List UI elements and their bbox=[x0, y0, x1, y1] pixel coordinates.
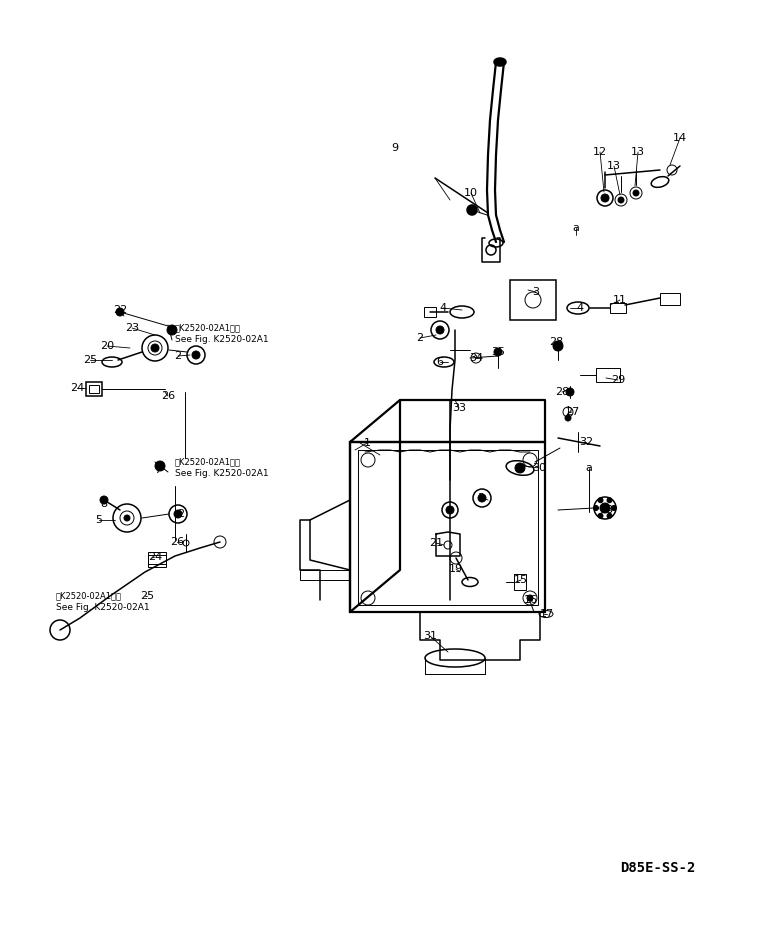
Text: 図K2520-02A1参照: 図K2520-02A1参照 bbox=[56, 592, 122, 600]
Text: 5: 5 bbox=[96, 515, 103, 525]
Bar bbox=[358, 450, 538, 605]
Circle shape bbox=[155, 461, 165, 471]
Text: 26: 26 bbox=[170, 537, 184, 547]
Bar bbox=[350, 442, 545, 612]
Text: 13: 13 bbox=[607, 161, 621, 171]
Text: 18: 18 bbox=[600, 505, 614, 515]
Text: 21: 21 bbox=[429, 538, 443, 548]
Bar bbox=[424, 307, 436, 317]
Text: 17: 17 bbox=[540, 609, 554, 619]
Circle shape bbox=[612, 505, 616, 511]
Bar bbox=[86, 382, 102, 396]
Text: 2: 2 bbox=[178, 509, 185, 519]
Text: See Fig. K2520-02A1: See Fig. K2520-02A1 bbox=[56, 604, 150, 612]
Circle shape bbox=[116, 308, 124, 316]
Text: 25: 25 bbox=[83, 355, 97, 365]
Circle shape bbox=[478, 494, 486, 502]
Text: 3: 3 bbox=[533, 287, 540, 297]
Text: 12: 12 bbox=[593, 147, 607, 157]
Circle shape bbox=[494, 348, 502, 356]
Text: 30: 30 bbox=[532, 463, 546, 473]
Text: D85E-SS-2: D85E-SS-2 bbox=[620, 861, 696, 875]
Bar bbox=[148, 555, 166, 567]
Circle shape bbox=[633, 190, 639, 196]
Bar bbox=[300, 570, 350, 580]
Text: 23: 23 bbox=[125, 323, 139, 333]
Text: 6: 6 bbox=[436, 357, 443, 367]
Text: 10: 10 bbox=[464, 188, 478, 198]
Circle shape bbox=[601, 194, 609, 202]
Text: 16: 16 bbox=[524, 595, 538, 605]
Circle shape bbox=[124, 515, 130, 521]
Text: 2: 2 bbox=[478, 493, 485, 503]
Circle shape bbox=[436, 326, 444, 334]
Text: 25: 25 bbox=[140, 591, 154, 601]
Text: See Fig. K2520-02A1: See Fig. K2520-02A1 bbox=[175, 470, 269, 478]
Bar bbox=[660, 293, 680, 305]
Circle shape bbox=[527, 595, 533, 601]
Text: 15: 15 bbox=[514, 575, 528, 585]
Text: 7: 7 bbox=[154, 465, 161, 475]
Circle shape bbox=[598, 498, 603, 502]
Circle shape bbox=[100, 496, 108, 504]
Text: 24: 24 bbox=[70, 383, 84, 393]
Circle shape bbox=[467, 205, 477, 215]
Text: 2: 2 bbox=[174, 351, 182, 361]
Text: 22: 22 bbox=[113, 305, 127, 315]
Text: 図K2520-02A1参照: 図K2520-02A1参照 bbox=[175, 458, 241, 467]
Text: 14: 14 bbox=[673, 133, 687, 143]
Text: 24: 24 bbox=[148, 552, 162, 562]
Text: 13: 13 bbox=[631, 147, 645, 157]
Circle shape bbox=[618, 197, 624, 203]
Text: 35: 35 bbox=[491, 347, 505, 357]
Circle shape bbox=[192, 351, 200, 359]
Text: 20: 20 bbox=[100, 341, 114, 351]
Text: 29: 29 bbox=[611, 375, 625, 385]
Circle shape bbox=[600, 503, 610, 513]
Text: See Fig. K2520-02A1: See Fig. K2520-02A1 bbox=[175, 336, 269, 345]
Text: 図K2520-02A1参照: 図K2520-02A1参照 bbox=[175, 323, 241, 333]
Circle shape bbox=[151, 344, 159, 352]
Text: 19: 19 bbox=[449, 564, 463, 574]
Text: 28: 28 bbox=[549, 337, 563, 347]
Bar bbox=[610, 303, 626, 313]
Text: 33: 33 bbox=[452, 403, 466, 413]
Text: 8: 8 bbox=[100, 499, 108, 509]
Circle shape bbox=[515, 463, 525, 473]
Bar bbox=[596, 368, 620, 382]
Circle shape bbox=[598, 514, 603, 518]
Ellipse shape bbox=[494, 58, 506, 66]
Text: a: a bbox=[573, 223, 580, 233]
Text: 9: 9 bbox=[391, 143, 399, 153]
Text: 1: 1 bbox=[364, 438, 371, 448]
Circle shape bbox=[565, 415, 571, 421]
Circle shape bbox=[566, 388, 574, 396]
Text: 2: 2 bbox=[417, 333, 424, 343]
Bar bbox=[148, 552, 166, 564]
Text: 4: 4 bbox=[576, 303, 583, 313]
Circle shape bbox=[446, 506, 454, 514]
Text: a: a bbox=[586, 463, 593, 473]
Text: 4: 4 bbox=[439, 303, 446, 313]
Circle shape bbox=[167, 325, 177, 335]
Circle shape bbox=[607, 514, 612, 518]
Text: 28: 28 bbox=[555, 387, 569, 397]
Circle shape bbox=[607, 498, 612, 502]
Circle shape bbox=[174, 510, 182, 518]
Text: 32: 32 bbox=[579, 437, 593, 447]
Text: 34: 34 bbox=[469, 353, 483, 363]
Circle shape bbox=[594, 505, 598, 511]
Text: 31: 31 bbox=[423, 631, 437, 641]
Bar bbox=[510, 280, 556, 320]
Text: 27: 27 bbox=[565, 407, 579, 417]
Bar bbox=[89, 385, 99, 393]
Circle shape bbox=[553, 341, 563, 351]
Text: 26: 26 bbox=[161, 391, 175, 401]
Text: 11: 11 bbox=[613, 295, 627, 305]
